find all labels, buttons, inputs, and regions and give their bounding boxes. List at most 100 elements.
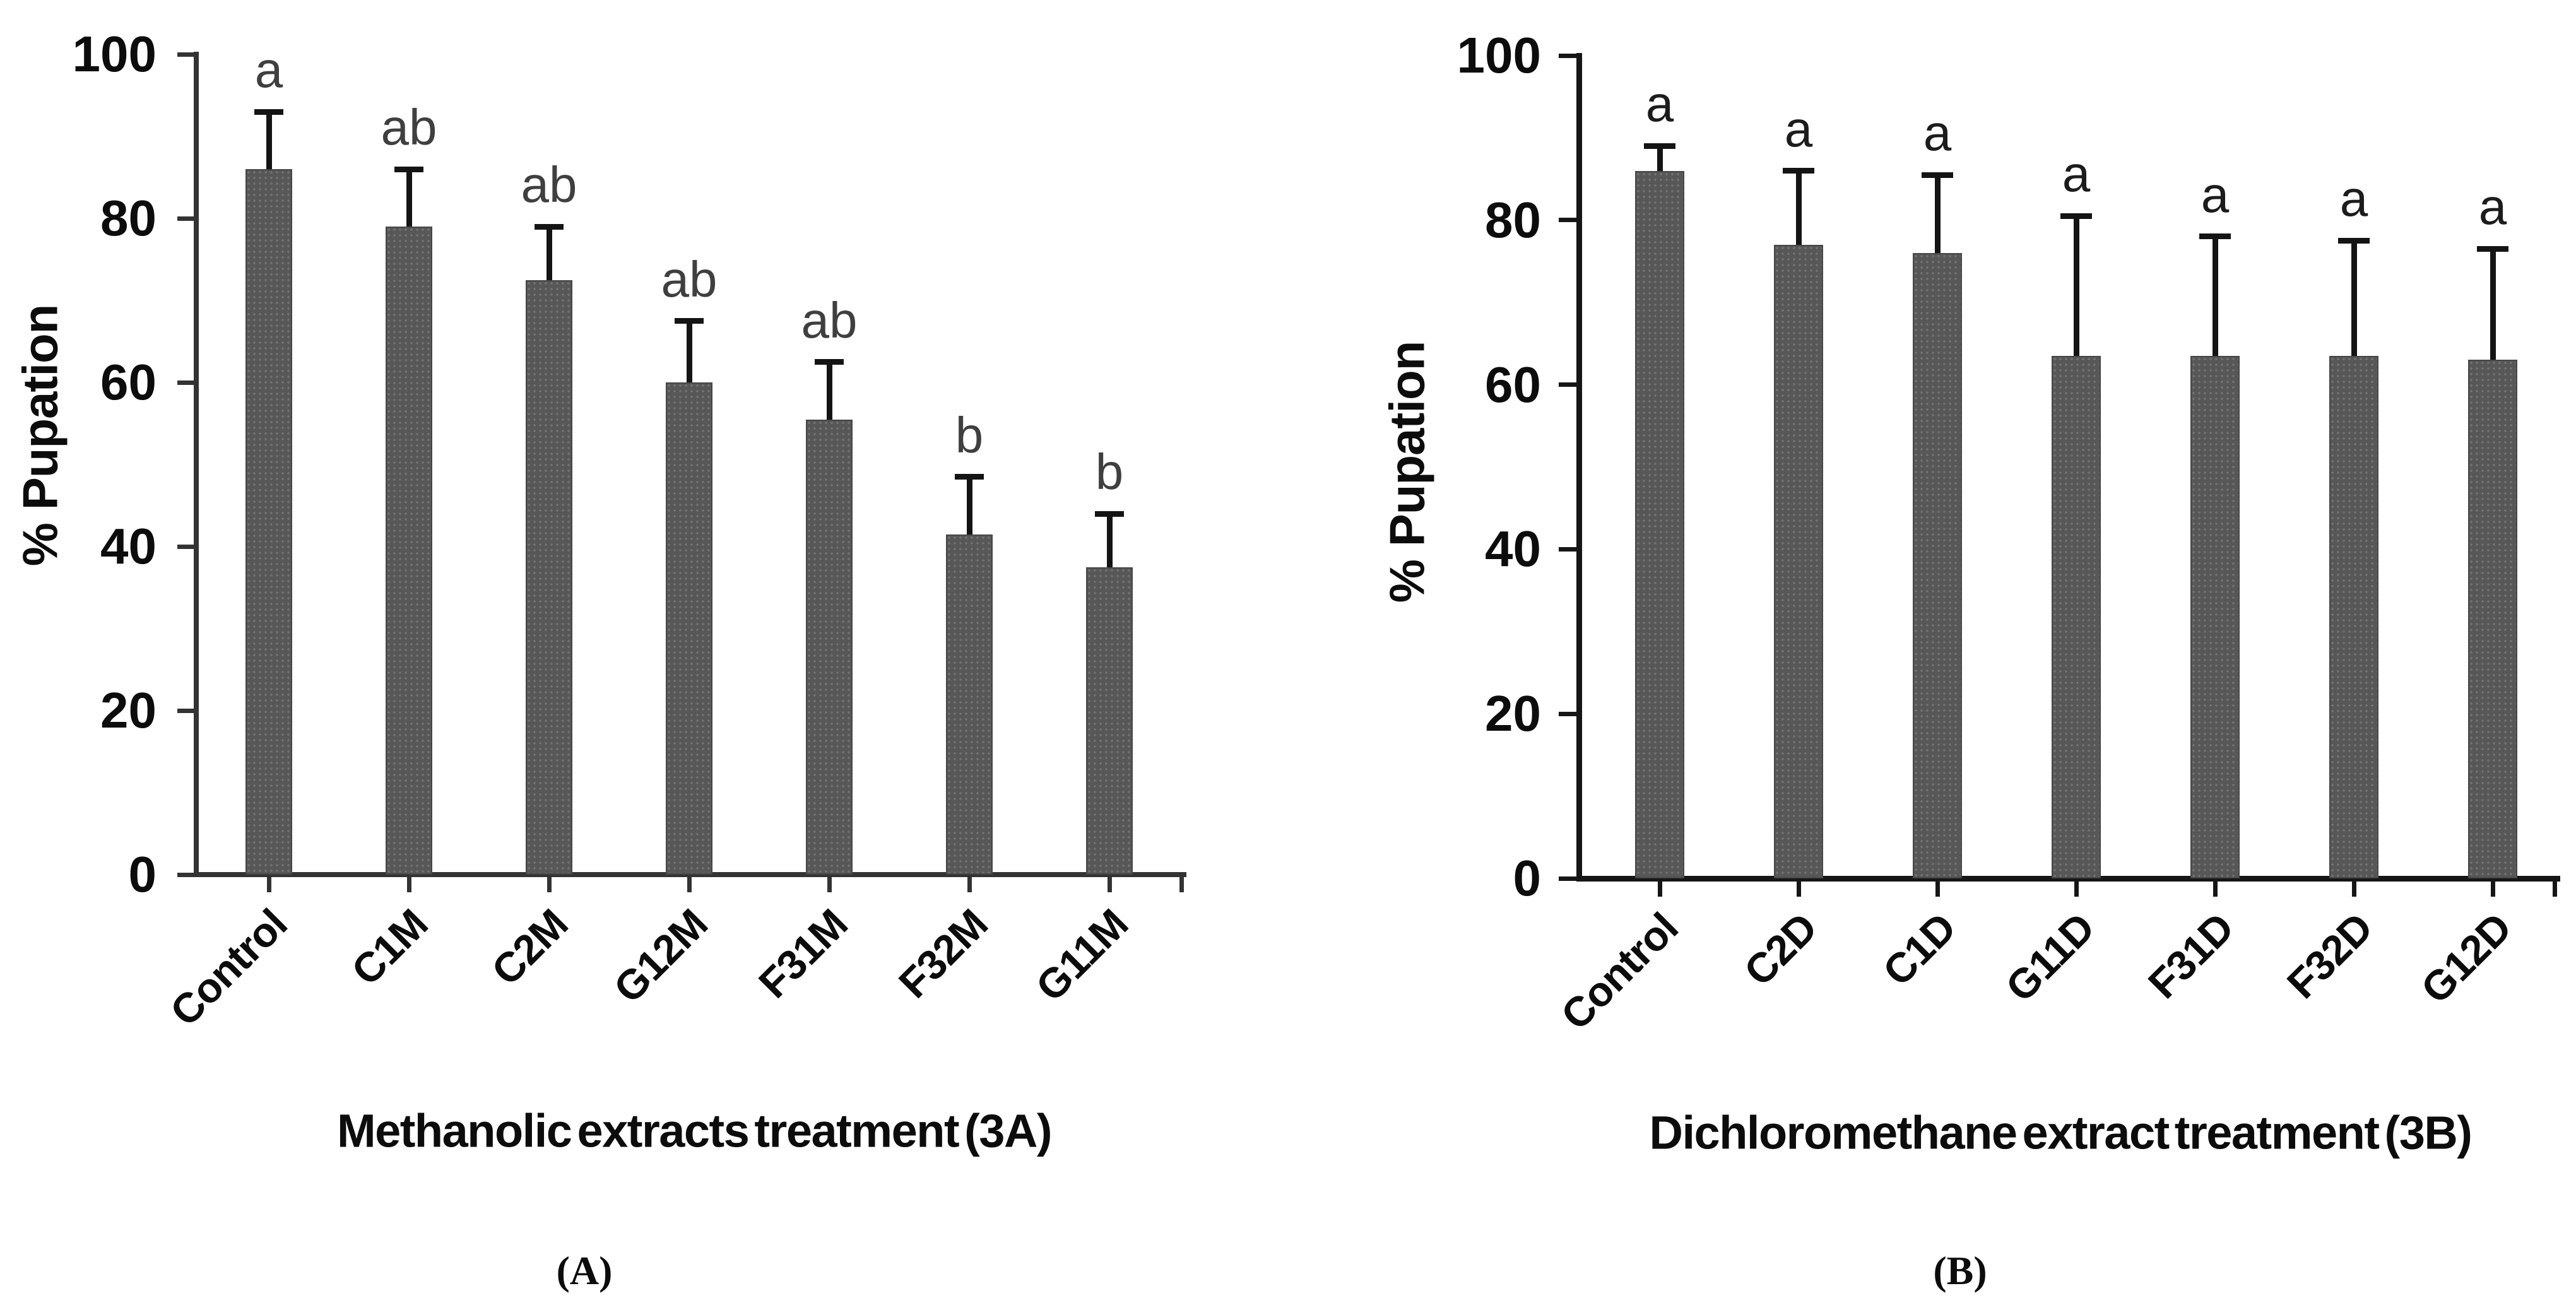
panel-caption-a: (A) [556, 1248, 613, 1293]
x-axis-line [1576, 875, 2560, 882]
y-tick [1558, 382, 1576, 387]
error-bar-cap [675, 318, 704, 324]
y-axis-line [194, 52, 199, 877]
y-tick [1558, 876, 1576, 881]
panel-caption-b: (B) [1933, 1248, 1987, 1293]
error-bar-cap [1922, 172, 1953, 178]
error-bar-cap [955, 474, 984, 480]
y-tick-label: 0 [128, 846, 157, 902]
y-tick-label: 100 [1456, 27, 1541, 83]
significance-letter: a [1923, 105, 1952, 162]
significance-letter: a [1784, 100, 1813, 157]
x-tick-label: G11D [1997, 904, 2103, 1011]
y-tick [177, 216, 194, 221]
error-bar-cap [394, 166, 423, 172]
x-tick-label: G11M [1026, 900, 1137, 1010]
significance-letter: ab [521, 156, 577, 213]
bar [526, 280, 572, 875]
x-tick [687, 877, 692, 892]
bar [2329, 355, 2378, 878]
y-axis-line [1576, 52, 1582, 882]
y-tick-label: 20 [1485, 685, 1541, 742]
x-axis-title: Dichloromethane extract treatment (3B) [1649, 1106, 2473, 1159]
y-tick [1558, 711, 1576, 716]
y-tick-label: 0 [1513, 850, 1542, 906]
x-tick [2490, 881, 2495, 897]
error-bar-line [2490, 249, 2496, 389]
significance-letter: a [1645, 76, 1674, 133]
bar [245, 169, 292, 875]
significance-letter: ab [801, 292, 858, 348]
x-tick [1657, 881, 1662, 897]
x-tick-label: Control [1552, 904, 1687, 1039]
x-tick-label: Control [161, 900, 296, 1035]
bar [1086, 567, 1133, 875]
error-bar-cap [2477, 245, 2508, 252]
x-axis-line [194, 872, 1186, 877]
bar [1635, 170, 1684, 878]
bar [946, 534, 993, 875]
bar [806, 419, 853, 875]
x-tick-label: C2M [482, 900, 576, 994]
error-bar-line [406, 169, 412, 256]
error-bar-line [2351, 240, 2357, 385]
bar [2052, 355, 2101, 878]
y-tick-label: 20 [100, 682, 157, 738]
error-bar-line [2073, 216, 2079, 385]
bar [2190, 355, 2240, 878]
y-tick [177, 708, 194, 713]
significance-letter: a [2339, 170, 2368, 227]
x-tick-label: C2D [1735, 904, 1826, 995]
error-bar-cap [815, 359, 844, 365]
x-tick [1107, 877, 1112, 892]
panel-a: % Pupation Methanolic extracts treatment… [13, 26, 1186, 1293]
y-tick [177, 872, 194, 877]
y-tick [177, 380, 194, 385]
bar [1913, 252, 1962, 878]
bar [2468, 360, 2517, 878]
significance-letter: b [1095, 444, 1124, 500]
significance-letter: b [955, 406, 984, 463]
x-tick-label: C1M [342, 900, 436, 994]
error-bar-cap [1095, 510, 1124, 517]
x-tick [2351, 881, 2356, 897]
error-bar-line [1795, 170, 1802, 274]
significance-letter: a [2062, 146, 2091, 203]
error-bar-cap [1783, 168, 1814, 174]
error-bar-cap [2199, 233, 2231, 240]
y-tick-label: 40 [1485, 521, 1541, 577]
y-tick-label: 60 [100, 354, 157, 410]
y-tick [177, 52, 194, 57]
error-bar-line [2212, 236, 2218, 385]
x-end-tick [1179, 877, 1184, 892]
error-bar-cap [2338, 237, 2370, 244]
y-tick [1558, 546, 1576, 552]
y-tick-label: 80 [100, 190, 157, 246]
error-bar-cap [1644, 143, 1675, 149]
error-bar-line [546, 227, 552, 309]
x-tick [547, 877, 552, 892]
x-tick [2074, 881, 2079, 897]
significance-letter: a [2478, 179, 2507, 235]
y-tick-label: 80 [1485, 191, 1541, 248]
y-tick [1558, 218, 1576, 223]
error-bar-cap [254, 109, 283, 115]
significance-letter: a [254, 42, 283, 98]
x-tick [1935, 881, 1940, 897]
y-tick-label: 100 [72, 26, 157, 82]
y-tick [177, 544, 194, 549]
panel-b: % Pupation Dichloromethane extract treat… [1313, 0, 2576, 1310]
error-bar-line [1106, 514, 1113, 596]
x-tick-label: F31M [750, 900, 856, 1007]
y-tick [1558, 53, 1576, 58]
error-bar-line [966, 476, 972, 564]
bar [666, 382, 712, 875]
x-tick [827, 877, 832, 892]
error-bar-line [1934, 175, 1941, 282]
x-tick [967, 877, 972, 892]
x-tick-label: F32M [890, 900, 996, 1007]
bar [1774, 244, 1823, 878]
error-bar-line [826, 362, 832, 449]
error-bar-line [266, 112, 272, 198]
